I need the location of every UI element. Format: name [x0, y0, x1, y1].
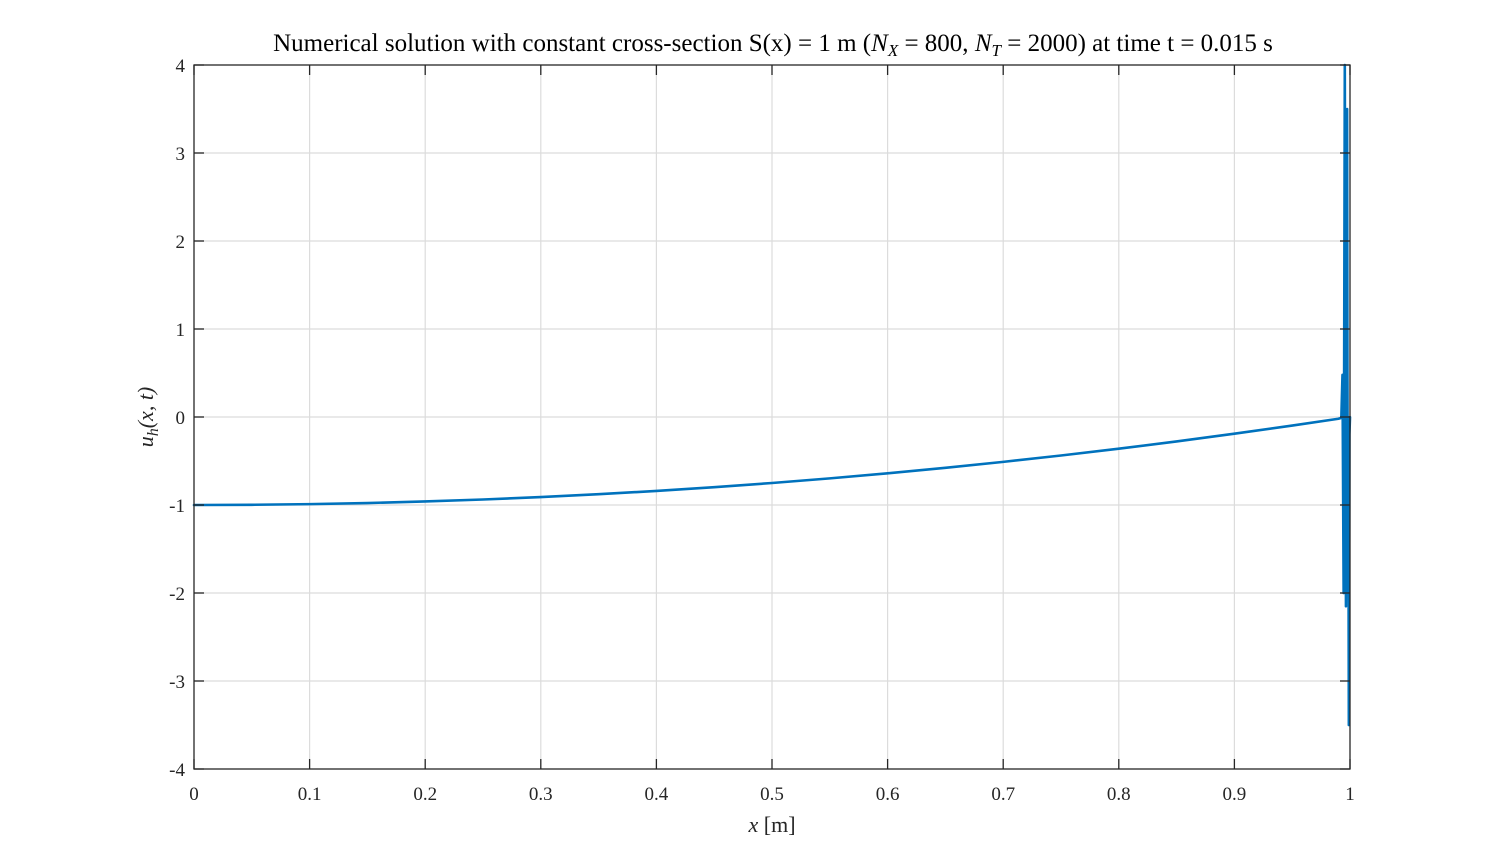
y-tick-label: 4	[176, 56, 186, 77]
x-tick-label: 0.9	[1223, 784, 1247, 805]
title-nx-value: = 800,	[898, 30, 975, 57]
y-axis-rest: (x, t)	[133, 387, 158, 429]
title-nx-sub: X	[887, 41, 899, 60]
x-axis-label: x [m]	[747, 812, 795, 837]
x-axis-var: x	[747, 812, 758, 837]
x-tick-labels: 0 0.1 0.2 0.3 0.4 0.5 0.6 0.7 0.8 0.9 1	[189, 784, 1355, 805]
chart-title: Numerical solution with constant cross-s…	[273, 30, 1273, 60]
x-tick-label: 0.5	[760, 784, 784, 805]
title-nt-value: = 2000) at time t = 0.015 s	[1001, 30, 1273, 57]
x-axis-unit: [m]	[758, 812, 795, 837]
series-line	[192, 63, 1352, 727]
y-tick-label: 3	[176, 144, 186, 165]
x-tick-label: 0.3	[529, 784, 553, 805]
x-tick-label: 0.2	[413, 784, 437, 805]
x-tick-label: 1	[1345, 784, 1355, 805]
y-tick-label: 0	[176, 408, 186, 429]
x-tick-label: 0.8	[1107, 784, 1131, 805]
y-axis-sub: h	[145, 428, 162, 436]
y-tick-labels: -4 -3 -2 -1 0 1 2 3 4	[169, 56, 185, 781]
y-tick-label: 1	[176, 320, 186, 341]
y-axis-var: u	[133, 436, 158, 447]
x-tick-label: 0.6	[876, 784, 900, 805]
title-nt-sub: T	[992, 41, 1003, 60]
y-tick-label: -2	[169, 584, 185, 605]
title-nx-symbol: N	[870, 30, 889, 57]
y-tick-label: -4	[169, 760, 185, 781]
ticks	[193, 64, 1351, 770]
series-layer	[192, 63, 1352, 727]
grid	[194, 65, 1350, 769]
x-tick-label: 0.4	[645, 784, 669, 805]
x-tick-label: 0	[189, 784, 199, 805]
y-tick-label: 2	[176, 232, 186, 253]
x-tick-label: 0.7	[991, 784, 1015, 805]
title-prefix: Numerical solution with constant cross-s…	[273, 30, 871, 57]
y-axis-label: uh(x, t)	[133, 387, 162, 448]
y-tick-label: -3	[169, 672, 185, 693]
y-tick-label: -1	[169, 496, 185, 517]
x-tick-label: 0.1	[298, 784, 322, 805]
title-nt-symbol: N	[974, 30, 993, 57]
